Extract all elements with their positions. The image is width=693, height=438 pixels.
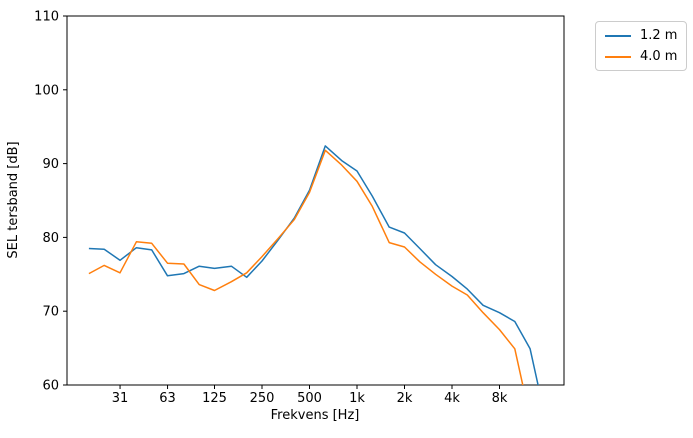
x-tick-label: 63 bbox=[159, 391, 176, 406]
x-tick-label: 500 bbox=[297, 391, 322, 406]
plot-frame bbox=[66, 15, 565, 386]
x-axis-label: Frekvens [Hz] bbox=[271, 408, 360, 423]
x-tick-label: 2k bbox=[397, 391, 413, 406]
y-tick-label: 70 bbox=[42, 305, 59, 320]
series-layer bbox=[88, 145, 539, 385]
x-tick-label: 250 bbox=[250, 391, 275, 406]
legend: 1.2 m 4.0 m bbox=[595, 21, 687, 71]
y-tick-label: 100 bbox=[34, 83, 59, 98]
y-tick-label: 90 bbox=[42, 157, 59, 172]
legend-label: 1.2 m bbox=[640, 28, 678, 43]
legend-line-sample-icon bbox=[605, 55, 631, 58]
legend-item: 1.2 m bbox=[605, 29, 677, 42]
legend-label: 4.0 m bbox=[640, 49, 678, 64]
y-tick-label: 80 bbox=[42, 231, 59, 246]
series-line-1.2-m bbox=[88, 145, 539, 385]
x-tick-label: 31 bbox=[112, 391, 129, 406]
y-tick-label: 60 bbox=[42, 379, 59, 394]
axes-layer: 31 63 125 250 500 1k 2k 4k 8k 60 70 80 90 100 110 bbox=[34, 10, 565, 406]
legend-line-sample-icon bbox=[605, 34, 631, 37]
x-tick-label: 4k bbox=[444, 391, 460, 406]
series-line-4.0-m bbox=[88, 149, 524, 385]
x-tick-label: 8k bbox=[492, 391, 508, 406]
x-tick-label: 1k bbox=[349, 391, 365, 406]
y-axis-label: SEL tersband [dB] bbox=[6, 141, 21, 258]
x-tick-label: 125 bbox=[202, 391, 227, 406]
legend-item: 4.0 m bbox=[605, 50, 677, 63]
y-tick-label: 110 bbox=[34, 10, 59, 25]
